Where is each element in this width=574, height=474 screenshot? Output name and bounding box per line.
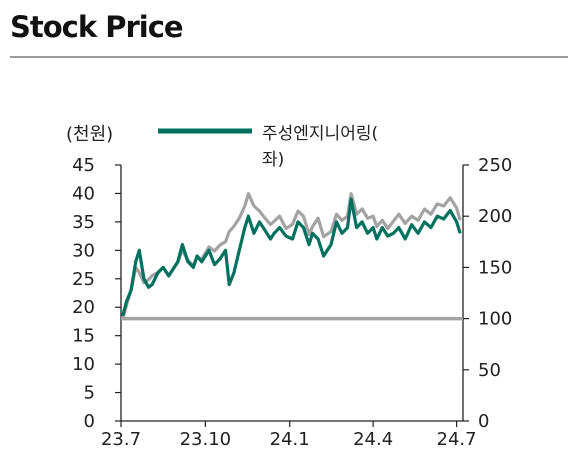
right-tick-label: 50: [478, 360, 501, 381]
x-tick-label: 23.10: [180, 429, 232, 450]
x-tick-label: 23.7: [101, 429, 141, 450]
x-tick-label: 24.7: [437, 429, 477, 450]
right-tick-label: 0: [478, 411, 489, 432]
right-tick-label: 250: [478, 155, 512, 176]
left-tick-label: 15: [72, 326, 95, 347]
x-tick-label: 24.4: [353, 429, 393, 450]
right-tick-label: 100: [478, 309, 512, 330]
left-tick-label: 40: [72, 183, 95, 204]
left-axis-ticks: 0 5 10 15 20 25 30 35 40 45: [72, 155, 121, 432]
right-axis-ticks: 0 50 100 150 200 250: [463, 155, 512, 432]
left-tick-label: 10: [72, 354, 95, 375]
right-tick-label: 150: [478, 257, 512, 278]
left-tick-label: 5: [84, 383, 95, 404]
x-axis-ticks: 23.7 23.10 24.1 24.4 24.7: [101, 421, 477, 450]
series-line-relative: [123, 194, 460, 319]
left-tick-label: 0: [84, 411, 95, 432]
left-tick-label: 25: [72, 269, 95, 290]
legend-label-line2: 좌): [262, 150, 284, 170]
legend-label-line1: 주성엔지니어링(: [262, 124, 378, 144]
left-tick-label: 35: [72, 212, 95, 233]
left-tick-label: 45: [72, 155, 95, 176]
left-tick-label: 30: [72, 240, 95, 261]
left-tick-label: 20: [72, 297, 95, 318]
right-tick-label: 200: [478, 206, 512, 227]
left-axis-label: (천원): [66, 124, 113, 145]
x-tick-label: 24.1: [270, 429, 310, 450]
